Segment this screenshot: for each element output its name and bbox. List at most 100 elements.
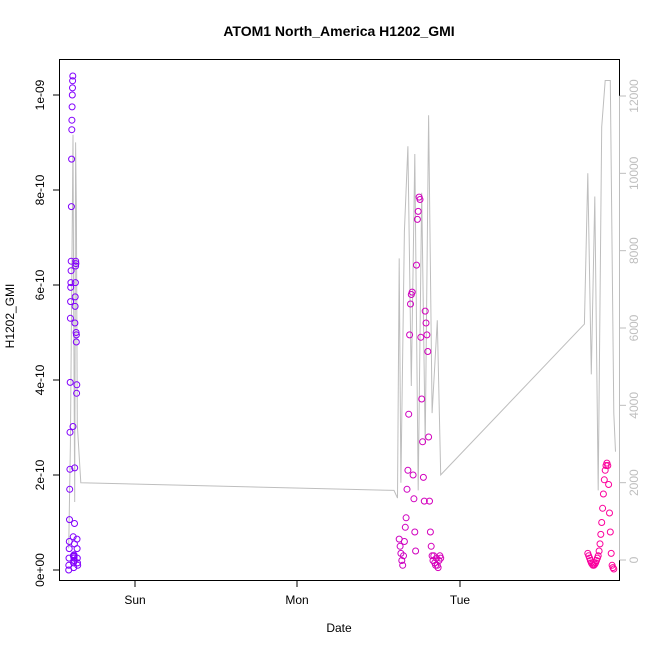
scatter-point <box>67 203 75 211</box>
scatter-point <box>68 91 76 99</box>
scatter-point <box>69 72 77 80</box>
scatter-point <box>606 509 613 517</box>
y-tick-label: 8e-10 <box>33 174 47 205</box>
scatter-layer <box>65 72 618 574</box>
scatter-point <box>71 319 79 327</box>
scatter-point <box>594 552 602 560</box>
scatter-point <box>404 466 412 474</box>
scatter-point <box>72 329 80 336</box>
scatter-point <box>69 533 77 541</box>
scatter-point <box>426 528 434 536</box>
scatter-point <box>72 260 80 268</box>
scatter-point <box>419 438 427 446</box>
scatter-point <box>69 423 77 430</box>
scatter-point <box>413 215 421 223</box>
scatter-point <box>419 473 427 481</box>
scatter-point <box>424 348 432 355</box>
scatter-point <box>609 564 617 572</box>
scatter-point <box>67 298 75 306</box>
scatter-point <box>400 552 407 560</box>
scatter-point <box>595 547 603 555</box>
scatter-point <box>66 314 74 322</box>
chart-title: ATOM1 North_America H1202_GMI <box>223 23 454 39</box>
scatter-point <box>71 302 79 310</box>
scatter-point <box>591 560 599 568</box>
scatter-point <box>68 126 76 134</box>
x-axis-label: Date <box>326 621 352 635</box>
scatter-point <box>409 471 417 479</box>
scatter-point <box>599 504 607 512</box>
y-tick-label: 2e-10 <box>33 459 47 490</box>
scatter-point <box>607 549 615 557</box>
scatter-point <box>72 262 80 270</box>
scatter-point <box>604 462 612 469</box>
scatter-point <box>399 561 407 569</box>
plot-frame <box>59 59 620 581</box>
scatter-point <box>66 485 74 493</box>
scatter-point <box>414 207 422 215</box>
scatter-point <box>597 530 605 538</box>
scatter-point <box>69 77 77 85</box>
y2-tick-label: 0 <box>627 556 641 563</box>
scatter-point <box>70 557 78 564</box>
scatter-point <box>598 519 606 526</box>
scatter-point <box>422 319 430 327</box>
scatter-point <box>71 520 78 527</box>
scatter-point <box>599 490 607 498</box>
scatter-point <box>596 540 604 548</box>
scatter-point <box>600 476 608 484</box>
scatter-point <box>402 514 410 522</box>
scatter-point <box>418 395 426 403</box>
y2-tick-label: 6000 <box>627 314 641 341</box>
y2-tick-label: 2000 <box>627 469 641 496</box>
scatter-point <box>71 293 79 301</box>
scatter-point <box>610 565 618 573</box>
scatter-point <box>410 495 418 503</box>
scatter-point <box>69 84 76 92</box>
scatter-point <box>68 155 76 163</box>
x-tick-label: Mon <box>285 593 308 607</box>
y2-tick-label: 4000 <box>627 392 641 419</box>
scatter-point <box>417 333 425 341</box>
scatter-point <box>412 547 420 555</box>
scatter-point <box>73 535 81 543</box>
y-tick-label: 0e+00 <box>33 553 47 587</box>
scatter-point <box>403 485 411 493</box>
scatter-point <box>413 261 420 269</box>
scatter-point <box>67 279 75 287</box>
y2-tick-label: 8000 <box>627 237 641 264</box>
y-axis: 0e+00 2e-10 4e-10 6e-10 8e-10 1e-09 <box>33 79 60 587</box>
scatter-point <box>411 528 419 536</box>
scatter-point <box>416 196 424 203</box>
x-axis: Sun Mon Tue <box>124 580 470 607</box>
scatter-point <box>66 516 73 524</box>
y-tick-label: 4e-10 <box>33 364 47 395</box>
scatter-point <box>73 545 81 553</box>
scatter-point <box>400 538 408 545</box>
scatter-point <box>72 338 80 346</box>
scatter-point <box>66 378 74 386</box>
y2-tick-label: 12000 <box>627 79 641 113</box>
scatter-point <box>427 542 435 550</box>
secondary-series-line <box>68 80 616 549</box>
scatter-point <box>426 497 433 505</box>
x-tick-label: Sun <box>124 593 145 607</box>
scatter-point <box>425 433 433 441</box>
scatter-point <box>406 331 414 339</box>
scatter-point <box>396 542 404 550</box>
scatter-point <box>70 564 78 572</box>
scatter-point <box>68 103 76 111</box>
scatter-point <box>74 561 82 569</box>
scatter-point <box>588 560 596 568</box>
scatter-point <box>423 331 431 339</box>
scatter-point <box>71 464 79 472</box>
scatter-point <box>73 381 81 389</box>
scatter-point <box>408 288 416 296</box>
scatter-point <box>398 557 406 564</box>
y2-tick-label: 10000 <box>627 156 641 190</box>
x-tick-label: Tue <box>450 593 471 607</box>
scatter-point <box>606 528 614 536</box>
scatter-point <box>68 116 76 124</box>
scatter-point <box>420 497 428 505</box>
